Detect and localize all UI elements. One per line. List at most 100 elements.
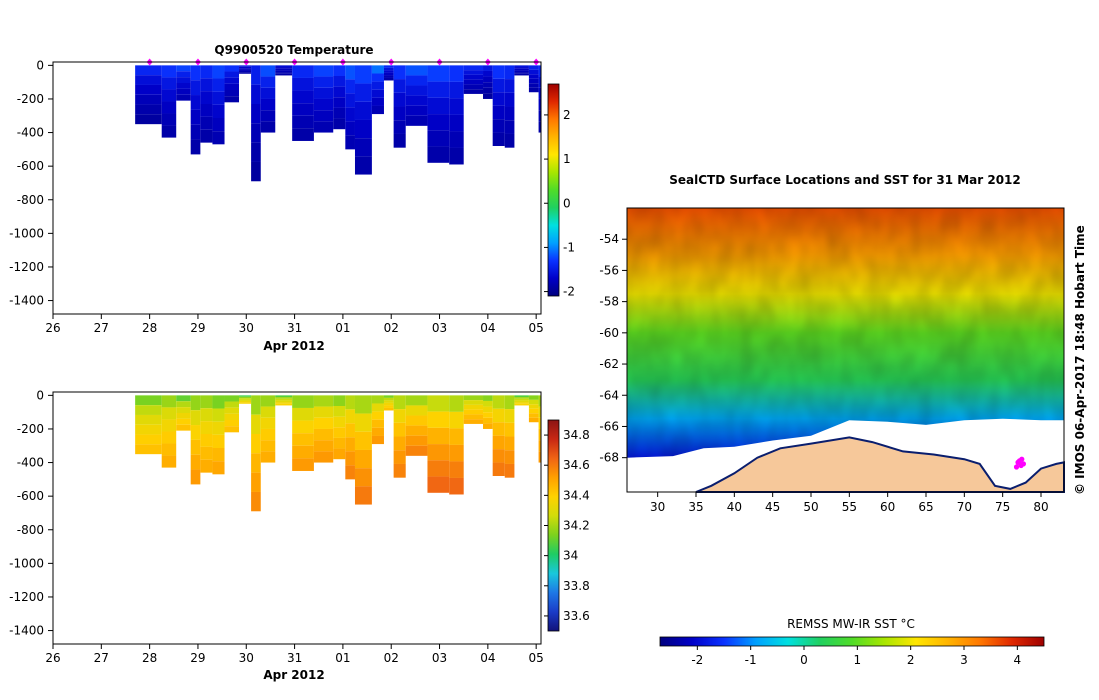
s-profile-cell (405, 425, 428, 436)
t-profile-cell (483, 87, 493, 94)
t-profile-cell (463, 84, 484, 90)
s-colorbar-tick-label: 33.6 (563, 609, 590, 623)
t-profile-cell (224, 96, 240, 103)
s-profile-cell (483, 395, 493, 401)
s-profile-cell (161, 455, 177, 468)
s-profile-cell (251, 414, 261, 434)
s-profile-cell (371, 403, 384, 412)
s-profile-cell (224, 407, 240, 414)
s-profile-cell (176, 418, 191, 425)
t-profile-cell (383, 77, 394, 81)
s-profile-cell (504, 436, 515, 451)
s-profile-cell (449, 395, 464, 412)
s-profile-cell (135, 395, 162, 406)
s-profile-cell (514, 398, 529, 401)
t-x-tick-label: 29 (190, 321, 205, 335)
t-profile-cell (200, 116, 213, 130)
s-profile-cell (427, 395, 450, 412)
s-y-tick-label: -1000 (9, 556, 44, 570)
s-profile-cell (528, 404, 539, 409)
t-profile-cell (275, 70, 293, 73)
s-profile-cell (275, 397, 293, 399)
t-y-tick-label: -400 (17, 126, 44, 140)
t-colorbar-tick-label: -1 (563, 240, 575, 254)
s-profile-cell (345, 437, 355, 452)
s-profile-cell (371, 411, 384, 420)
t-profile-cell (161, 89, 177, 102)
t-profile-cell (492, 78, 505, 93)
t-profile-cell (383, 65, 394, 68)
t-profile-cell (483, 82, 493, 88)
s-profile-cell (393, 409, 406, 423)
s-profile-cell (383, 402, 394, 406)
map-lon-tick-label: 55 (842, 500, 857, 514)
s-profile-cell (514, 400, 529, 403)
antarctic-land (695, 436, 1065, 493)
salinity-colorbar-ticks: 34.8 34.6 34.4 34.2 34 33.8 33.6 (544, 428, 590, 623)
s-profile-cell (190, 410, 201, 426)
s-profile-cell (292, 433, 314, 446)
s-profile-cell (538, 428, 541, 441)
s-profile-cell (292, 395, 314, 408)
s-profile-cell (427, 411, 450, 428)
s-profile-cell (333, 427, 346, 438)
t-colorbar-tick-label: 1 (563, 152, 571, 166)
s-profile-cell (239, 398, 252, 400)
s-profile-cell (483, 406, 493, 413)
s-profile-cell (161, 395, 177, 408)
t-profile-cell (504, 120, 515, 134)
map-lon-tick-label: 50 (803, 500, 818, 514)
s-profile-cell (492, 435, 505, 450)
s-profile-cell (200, 395, 213, 409)
map-lon-tick-label: 40 (727, 500, 742, 514)
t-profile-cell (492, 92, 505, 106)
temperature-x-label: Apr 2012 (263, 339, 324, 353)
s-profile-cell (354, 413, 372, 432)
t-profile-cell (260, 65, 276, 77)
s-y-tick-label: -800 (17, 523, 44, 537)
t-profile-cell (354, 65, 372, 84)
s-profile-cell (393, 463, 406, 478)
s-profile-cell (333, 406, 346, 417)
s-profile-cell (239, 402, 252, 404)
s-profile-cell (212, 421, 225, 435)
t-profile-cell (427, 65, 450, 82)
s-profile-cell (212, 408, 225, 422)
t-profile-cell (212, 131, 225, 145)
s-profile-cell (224, 420, 240, 427)
t-profile-cell (354, 119, 372, 139)
t-profile-cell (538, 87, 541, 99)
s-profile-cell (260, 417, 276, 429)
t-profile-cell (251, 123, 261, 143)
s-profile-cell (492, 422, 505, 436)
s-profile-cell (383, 395, 394, 398)
salinity-panel: 0-200-400-600-800-1000-1200-1400 26 27 28 2… (9, 388, 590, 682)
t-profile-cell (251, 104, 261, 124)
t-x-tick-label: 26 (45, 321, 60, 335)
s-profile-cell (514, 402, 529, 404)
t-profile-cell (492, 132, 505, 146)
t-profile-cell (176, 77, 191, 83)
t-profile-cell (190, 65, 201, 81)
s-y-tick-label: -400 (17, 456, 44, 470)
t-profile-cell (224, 65, 240, 72)
s-profile-cell (176, 413, 191, 419)
s-profile-cell (371, 395, 384, 404)
seal-location-point (1013, 464, 1020, 470)
s-profile-cell (260, 395, 276, 407)
s-profile-cell (224, 413, 240, 420)
s-profile-cell (463, 414, 484, 420)
s-profile-cell (427, 460, 450, 477)
s-profile-cell (449, 477, 464, 495)
s-profile-cell (492, 462, 505, 476)
s-profile-cell (275, 400, 293, 403)
t-profile-cell (383, 75, 394, 78)
map-lon-tick-label: 60 (880, 500, 895, 514)
s-profile-cell (313, 440, 334, 452)
s-profile-cell (239, 395, 252, 397)
s-profile-cell (528, 395, 539, 400)
s-profile-cell (528, 417, 539, 423)
t-profile-cell (427, 130, 450, 147)
map-lat-tick-label: -56 (599, 263, 619, 277)
map-lon-tick-label: 65 (918, 500, 933, 514)
